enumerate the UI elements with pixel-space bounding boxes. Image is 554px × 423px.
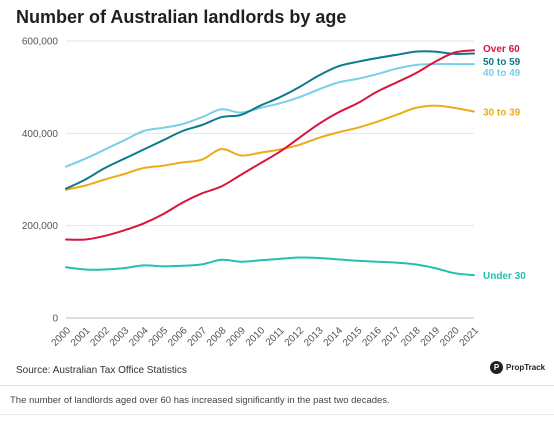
- x-tick-label: 2021: [458, 325, 482, 349]
- x-tick-label: 2000: [50, 325, 74, 349]
- brand-logo: P PropTrack: [490, 361, 545, 374]
- caption: The number of landlords aged over 60 has…: [10, 395, 390, 406]
- x-tick-label: 2011: [264, 325, 287, 348]
- x-tick-label: 2009: [224, 325, 248, 349]
- series-line-under-30: [65, 256, 475, 277]
- x-tick-label: 2014: [322, 325, 346, 349]
- series-label-50-to-59: 50 to 59: [483, 57, 521, 68]
- y-tick-label: 0: [52, 314, 58, 325]
- brand-name: PropTrack: [506, 363, 546, 372]
- series-line-40-to-49: [65, 63, 475, 168]
- series-line-over-60: [65, 49, 475, 241]
- source-note: Source: Australian Tax Office Statistics: [16, 365, 187, 376]
- x-tick-label: 2012: [283, 325, 307, 349]
- x-tick-label: 2013: [302, 325, 326, 349]
- x-tick-label: 2016: [360, 325, 384, 349]
- x-tick-label: 2015: [341, 325, 365, 349]
- proptrack-logo-icon: P: [490, 361, 503, 374]
- x-tick-label: 2020: [438, 325, 462, 349]
- x-tick-label: 2001: [69, 325, 93, 349]
- x-tick-label: 2003: [108, 325, 132, 349]
- y-tick-label: 400,000: [22, 129, 59, 140]
- series-label-over-60: Over 60: [483, 44, 520, 55]
- chart-title: Number of Australian landlords by age: [16, 7, 347, 27]
- x-tick-label: 2004: [127, 325, 151, 349]
- y-tick-label: 200,000: [22, 221, 59, 232]
- x-tick-label: 2005: [147, 325, 171, 349]
- divider: [0, 414, 554, 415]
- x-tick-label: 2019: [419, 325, 443, 349]
- x-tick-label: 2017: [380, 325, 404, 349]
- divider: [0, 385, 554, 386]
- y-tick-label: 600,000: [22, 37, 59, 48]
- line-chart: 0200,000400,000600,000200020012002200320…: [22, 37, 526, 349]
- x-tick-label: 2002: [88, 325, 112, 349]
- series-label-30-to-39: 30 to 39: [483, 108, 521, 119]
- series-label-40-to-49: 40 to 49: [483, 68, 521, 79]
- series-line-30-to-39: [65, 104, 475, 191]
- x-tick-label: 2006: [166, 325, 190, 349]
- x-tick-label: 2018: [399, 325, 423, 349]
- x-tick-label: 2010: [244, 325, 268, 349]
- x-tick-label: 2008: [205, 325, 229, 349]
- x-tick-label: 2007: [186, 325, 210, 349]
- series-line-50-to-59: [65, 50, 475, 190]
- series-label-under-30: Under 30: [483, 271, 526, 282]
